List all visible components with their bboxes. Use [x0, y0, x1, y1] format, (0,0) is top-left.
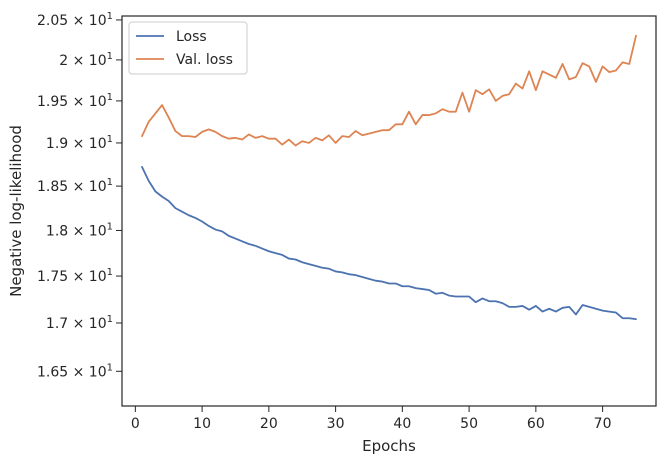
y-tick-label: 1.95 × 101 — [37, 92, 113, 110]
plot-area-frame — [121, 15, 657, 407]
legend-label-loss: Loss — [176, 29, 207, 45]
y-tick-label: 2 × 101 — [59, 51, 113, 69]
y-tick-label: 1.9 × 101 — [46, 134, 113, 152]
y-tick-label: 1.8 × 101 — [46, 221, 113, 239]
y-tick-label: 1.85 × 101 — [37, 177, 113, 195]
x-axis-label: Epochs — [362, 437, 416, 455]
y-tick-label: 1.75 × 101 — [37, 267, 113, 285]
y-tick-label: 1.7 × 101 — [46, 314, 113, 332]
legend-label-val-loss: Val. loss — [176, 52, 233, 68]
x-tick-label: 50 — [460, 416, 478, 432]
series-line-val-loss — [141, 34, 637, 147]
plot-lines — [141, 34, 637, 321]
legend-box — [128, 21, 248, 75]
legend: Loss Val. loss — [128, 21, 248, 75]
series-line-loss — [141, 166, 637, 321]
y-axis-label: Negative log-likelihood — [7, 125, 25, 297]
x-tick-label: 30 — [327, 416, 345, 432]
y-axis-ticks: 1.65 × 101 1.7 × 101 1.75 × 101 1.8 × 101 1.… — [37, 11, 122, 380]
x-tick-label: 20 — [260, 416, 278, 432]
x-tick-label: 60 — [527, 416, 545, 432]
y-tick-label: 2.05 × 101 — [37, 11, 113, 29]
x-tick-label: 40 — [393, 416, 411, 432]
y-tick-label: 1.65 × 101 — [37, 362, 113, 380]
x-axis-ticks: 0 10 20 30 40 50 60 70 — [131, 406, 612, 432]
x-tick-label: 70 — [594, 416, 612, 432]
x-tick-label: 0 — [131, 416, 140, 432]
x-tick-label: 10 — [193, 416, 211, 432]
